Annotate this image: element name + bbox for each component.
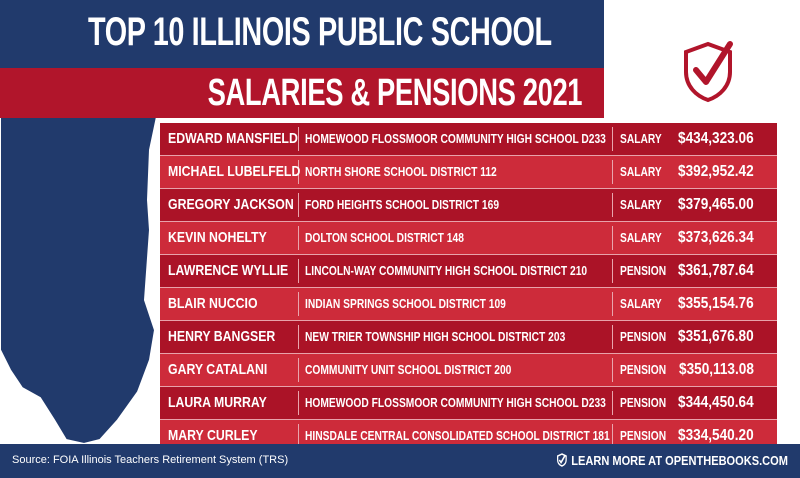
column-divider (612, 358, 613, 382)
school-district: HINSDALE CENTRAL CONSOLIDATED SCHOOL DIS… (305, 429, 610, 443)
table-row: BLAIR NUCCIO INDIAN SPRINGS SCHOOL DISTRI… (160, 288, 777, 321)
compensation-type: SALARY (620, 132, 662, 146)
compensation-amount: $350,113.08 (678, 361, 754, 378)
compensation-type: PENSION (620, 429, 667, 443)
compensation-type: SALARY (620, 297, 662, 311)
learn-more-label: LEARN MORE AT OPENTHEBOOKS.COM (571, 453, 788, 468)
person-name: BLAIR NUCCIO (168, 295, 258, 312)
person-name: LAWRENCE WYLLIE (168, 262, 289, 279)
footer-bar: Source: FOIA Illinois Teachers Retiremen… (0, 444, 800, 478)
table-row: EDWARD MANSFIELD HOMEWOOD FLOSSMOOR COMMU… (160, 123, 777, 156)
column-divider (612, 292, 613, 316)
school-district: DOLTON SCHOOL DISTRICT 148 (305, 231, 464, 245)
compensation-amount: $434,323.06 (678, 130, 754, 147)
check-shield-icon (557, 453, 567, 467)
table-row: GREGORY JACKSON FORD HEIGHTS SCHOOL DISTR… (160, 189, 777, 222)
school-district: NORTH SHORE SCHOOL DISTRICT 112 (305, 165, 497, 179)
page-title-line1: TOP 10 ILLINOIS PUBLIC SCHOOL (88, 10, 552, 54)
column-divider (612, 226, 613, 250)
person-name: HENRY BANGSER (168, 328, 276, 345)
title-banner-bottom: SALARIES & PENSIONS 2021 (0, 68, 604, 118)
compensation-amount: $379,465.00 (678, 196, 754, 213)
compensation-type: PENSION (620, 330, 667, 344)
compensation-amount: $344,450.64 (678, 394, 754, 411)
column-divider (612, 424, 613, 448)
column-divider (612, 193, 613, 217)
school-district: FORD HEIGHTS SCHOOL DISTRICT 169 (305, 198, 500, 212)
compensation-type: SALARY (620, 165, 662, 179)
compensation-amount: $334,540.20 (678, 427, 754, 444)
rankings-table: EDWARD MANSFIELD HOMEWOOD FLOSSMOOR COMMU… (160, 123, 777, 453)
school-district: LINCOLN-WAY COMMUNITY HIGH SCHOOL DISTRI… (305, 264, 588, 278)
school-district: COMMUNITY UNIT SCHOOL DISTRICT 200 (305, 363, 512, 377)
compensation-type: SALARY (620, 198, 662, 212)
person-name: EDWARD MANSFIELD (168, 130, 298, 147)
person-name: GARY CATALANI (168, 361, 268, 378)
column-divider (298, 127, 299, 151)
shield-check-icon (684, 41, 733, 103)
column-divider (298, 160, 299, 184)
person-name: MICHAEL LUBELFELD (168, 163, 301, 180)
compensation-amount: $392,952.42 (678, 163, 754, 180)
column-divider (612, 391, 613, 415)
compensation-amount: $373,626.34 (678, 229, 754, 246)
column-divider (298, 391, 299, 415)
school-district: INDIAN SPRINGS SCHOOL DISTRICT 109 (305, 297, 506, 311)
compensation-type: PENSION (620, 363, 667, 377)
title-banner-top: TOP 10 ILLINOIS PUBLIC SCHOOL (0, 0, 604, 68)
person-name: MARY CURLEY (168, 427, 258, 444)
school-district: HOMEWOOD FLOSSMOOR COMMUNITY HIGH SCHOOL… (305, 396, 606, 410)
column-divider (298, 292, 299, 316)
page-title-line2: SALARIES & PENSIONS 2021 (207, 72, 582, 114)
table-row: MICHAEL LUBELFELD NORTH SHORE SCHOOL DIST… (160, 156, 777, 189)
person-name: GREGORY JACKSON (168, 196, 294, 213)
compensation-amount: $361,787.64 (678, 262, 754, 279)
compensation-amount: $355,154.76 (678, 295, 754, 312)
learn-more-link[interactable]: LEARN MORE AT OPENTHEBOOKS.COM (556, 453, 788, 468)
table-row: KEVIN NOHELTY DOLTON SCHOOL DISTRICT 148 S… (160, 222, 777, 255)
compensation-type: PENSION (620, 264, 667, 278)
table-row: GARY CATALANI COMMUNITY UNIT SCHOOL DISTR… (160, 354, 777, 387)
table-row: HENRY BANGSER NEW TRIER TOWNSHIP HIGH SCH… (160, 321, 777, 354)
column-divider (612, 259, 613, 283)
school-district: HOMEWOOD FLOSSMOOR COMMUNITY HIGH SCHOOL… (305, 132, 606, 146)
source-note: Source: FOIA Illinois Teachers Retiremen… (12, 454, 289, 466)
column-divider (298, 325, 299, 349)
table-row: LAURA MURRAY HOMEWOOD FLOSSMOOR COMMUNITY… (160, 387, 777, 420)
compensation-amount: $351,676.80 (678, 328, 754, 345)
table-row: MARY CURLEY HINSDALE CENTRAL CONSOLIDATED… (160, 420, 777, 453)
column-divider (298, 193, 299, 217)
table-row: LAWRENCE WYLLIE LINCOLN-WAY COMMUNITY HIG… (160, 255, 777, 288)
column-divider (298, 259, 299, 283)
column-divider (298, 226, 299, 250)
column-divider (612, 160, 613, 184)
school-district: NEW TRIER TOWNSHIP HIGH SCHOOL DISTRICT … (305, 330, 566, 344)
compensation-type: PENSION (620, 396, 667, 410)
column-divider (612, 325, 613, 349)
column-divider (298, 358, 299, 382)
column-divider (298, 424, 299, 448)
column-divider (612, 127, 613, 151)
person-name: KEVIN NOHELTY (168, 229, 267, 246)
person-name: LAURA MURRAY (168, 394, 267, 411)
compensation-type: SALARY (620, 231, 662, 245)
